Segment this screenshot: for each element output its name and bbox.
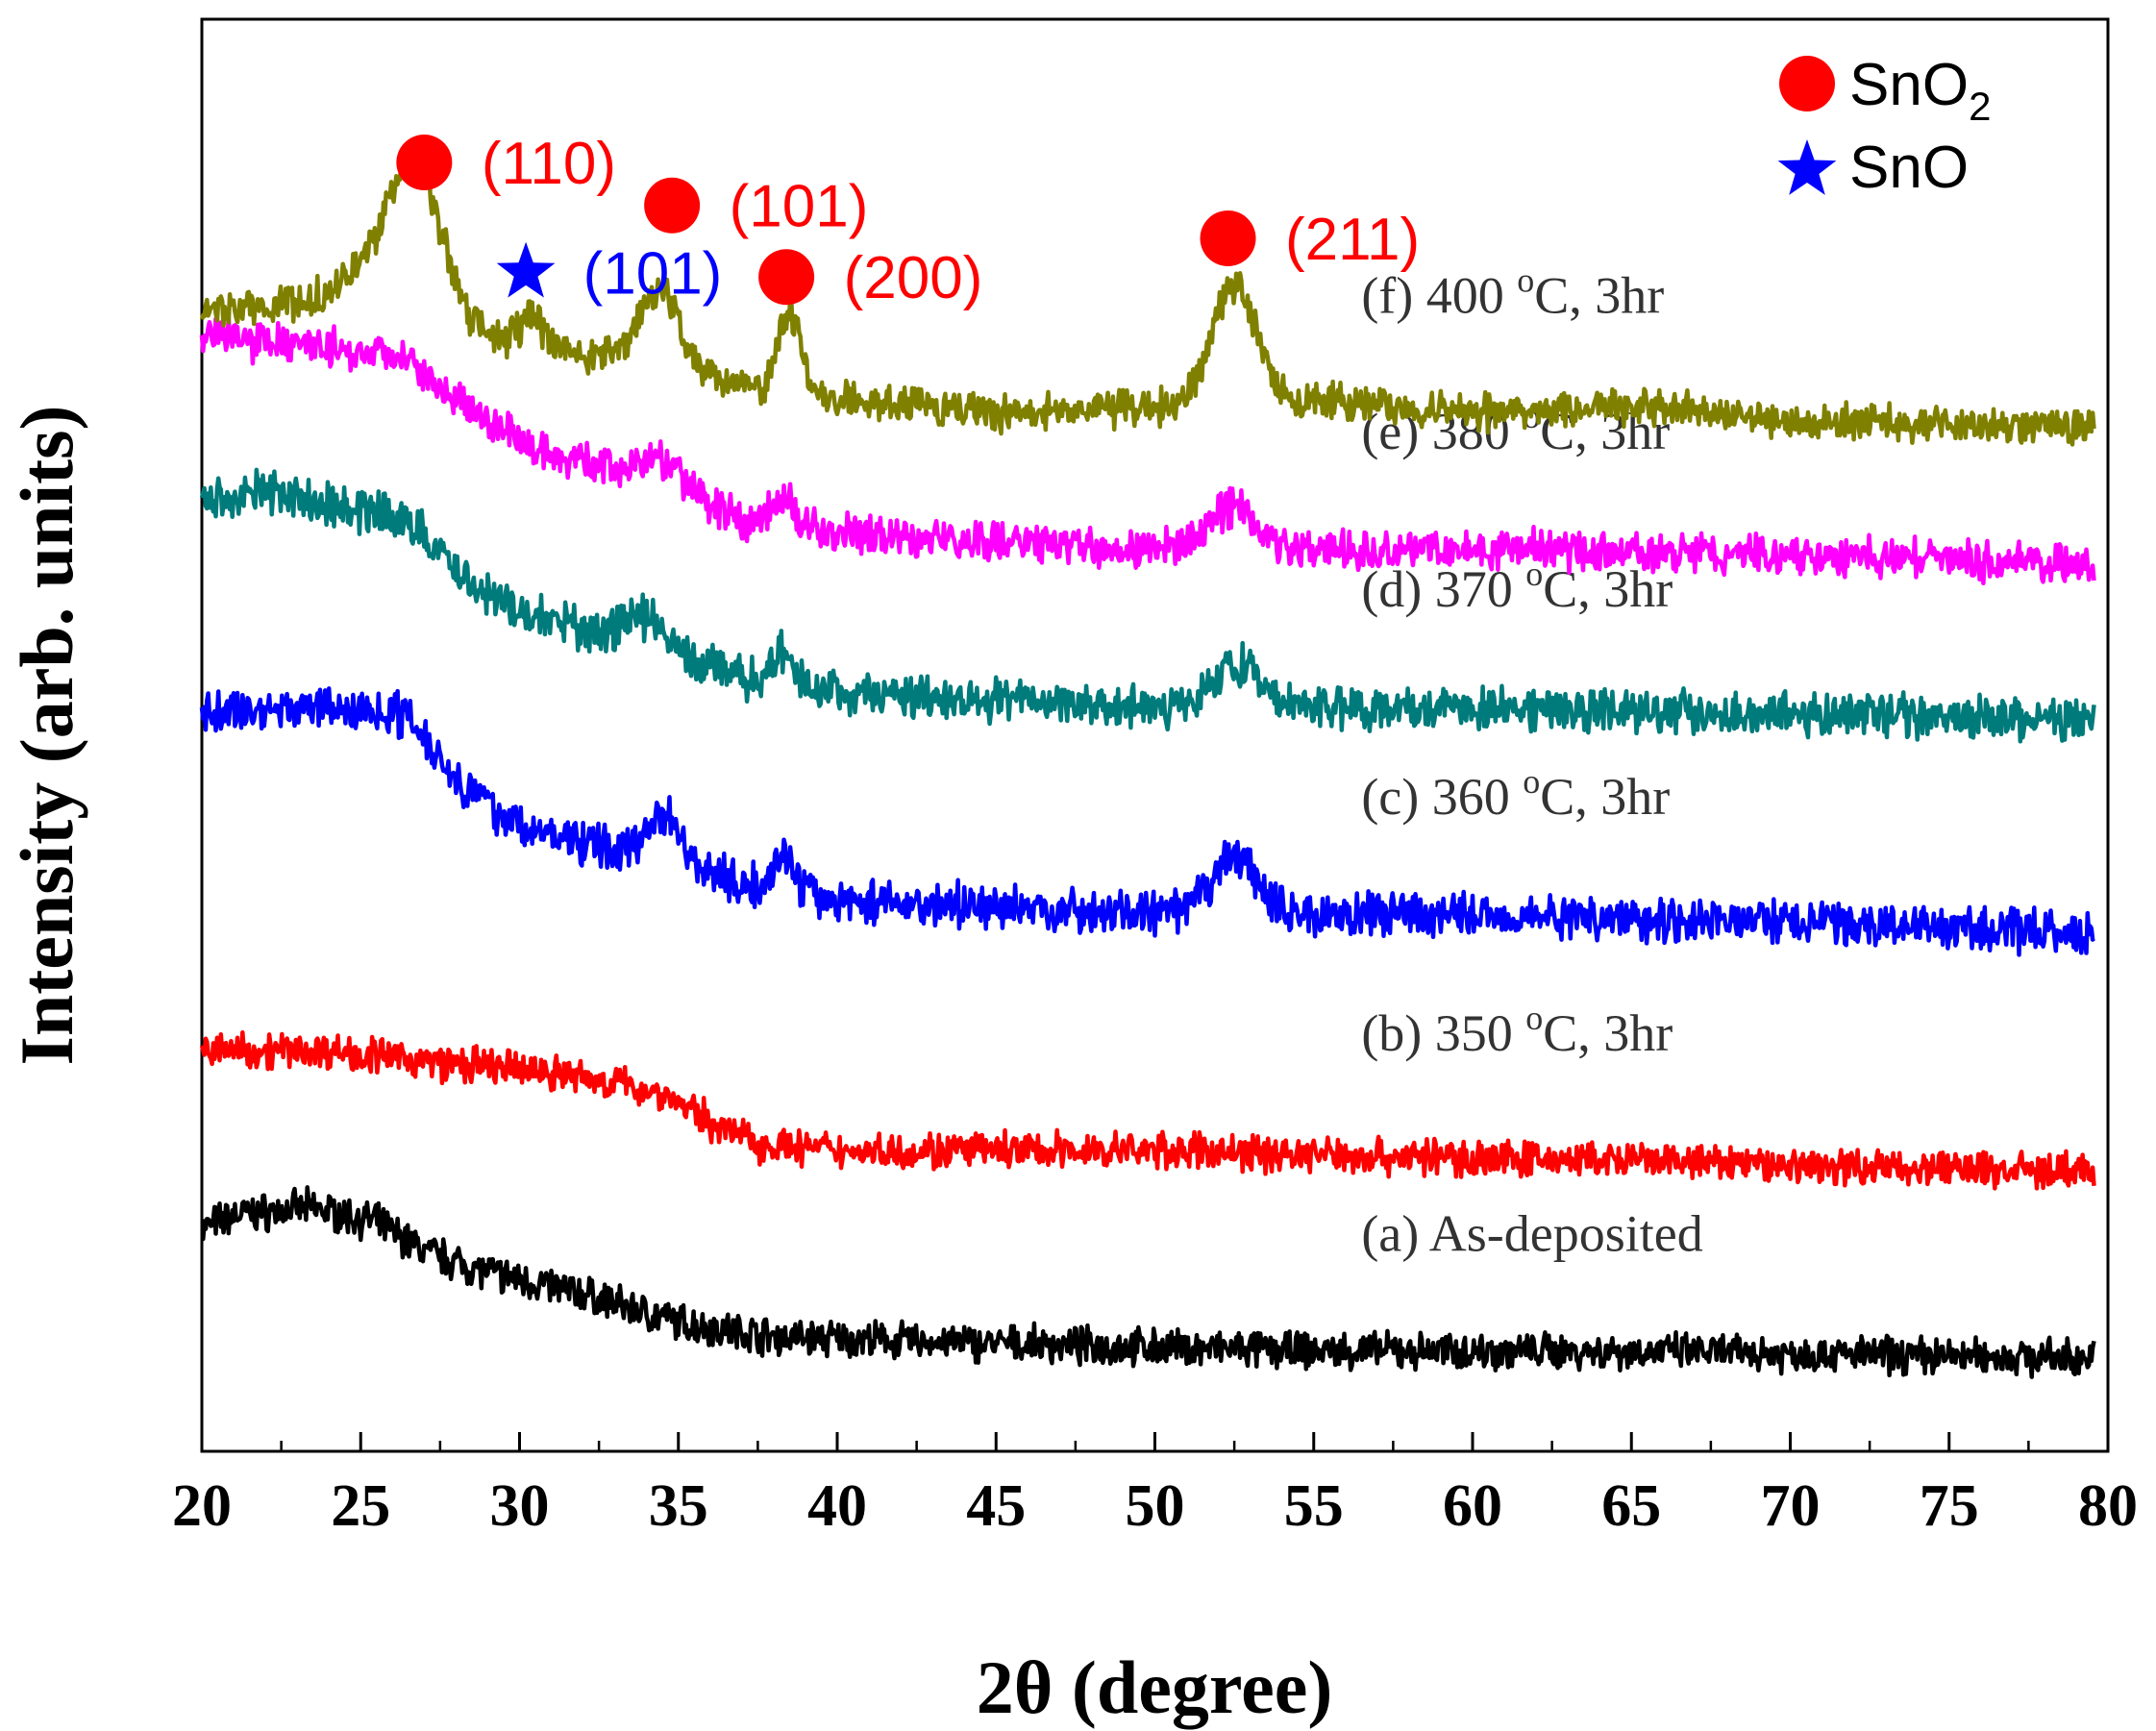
peak-marker-circle-3	[758, 249, 815, 306]
series-label-5: (f) 400 oC, 3hr	[1361, 260, 1664, 324]
peak-marker-circle-0	[396, 135, 453, 190]
x-axis-title: 2θ (degree)	[977, 1645, 1333, 1729]
legend-sno-label: SnO	[1849, 135, 1969, 201]
x-tick-label-45: 45	[966, 1473, 1026, 1539]
legend-sno2-label: SnO2	[1849, 52, 1991, 129]
peak-marker-circle-4	[1200, 210, 1256, 266]
peak-marker-star-icon-2	[496, 241, 556, 298]
x-tick-label-40: 40	[807, 1473, 867, 1539]
series-line-3	[199, 467, 2096, 744]
legend: SnO2 SnO	[1777, 52, 1991, 201]
series-line-4	[199, 314, 2096, 586]
x-tick-label-70: 70	[1761, 1473, 1821, 1539]
peak-label-4: (211)	[1285, 207, 1420, 273]
x-axis-ticks: 20 25 30 35 40 45 50 55 60 65 70 75 80	[172, 1432, 2138, 1539]
peak-label-0: (110)	[482, 131, 616, 197]
series-line-1	[199, 1030, 2096, 1191]
legend-sno-star-icon	[1777, 139, 1837, 195]
x-tick-label-75: 75	[1920, 1473, 1979, 1539]
series-line-2	[199, 686, 2095, 957]
series-label-0: (a) As-deposited	[1361, 1204, 1702, 1262]
series-label-1: (b) 350 oC, 3hr	[1361, 999, 1673, 1062]
x-tick-label-35: 35	[649, 1473, 708, 1539]
peak-annotations: (110)(101)(101) (200)(211)	[396, 131, 1420, 311]
x-tick-label-50: 50	[1126, 1473, 1185, 1539]
x-tick-label-25: 25	[331, 1473, 390, 1539]
x-tick-label-65: 65	[1601, 1473, 1661, 1539]
x-tick-label-55: 55	[1284, 1473, 1344, 1539]
x-tick-label-60: 60	[1443, 1473, 1502, 1539]
series-line-5	[199, 149, 2096, 447]
y-axis-title: Intensity (arb. units)	[5, 406, 88, 1066]
legend-sno2-marker	[1779, 56, 1835, 111]
series-line-0	[200, 1185, 2096, 1379]
series-label-2: (c) 360 oC, 3hr	[1361, 762, 1670, 826]
peak-label-3: (200)	[844, 245, 983, 311]
peak-label-1: (101)	[730, 174, 869, 240]
peak-marker-circle-1	[644, 177, 701, 234]
peak-label-2: (101)	[583, 241, 723, 308]
x-tick-label-30: 30	[490, 1473, 550, 1539]
x-tick-label-80: 80	[2078, 1473, 2138, 1539]
series-layer: (a) As-deposited (b) 350 oC, 3hr (c) 360 o…	[199, 149, 2096, 1379]
x-tick-label-20: 20	[172, 1473, 232, 1539]
